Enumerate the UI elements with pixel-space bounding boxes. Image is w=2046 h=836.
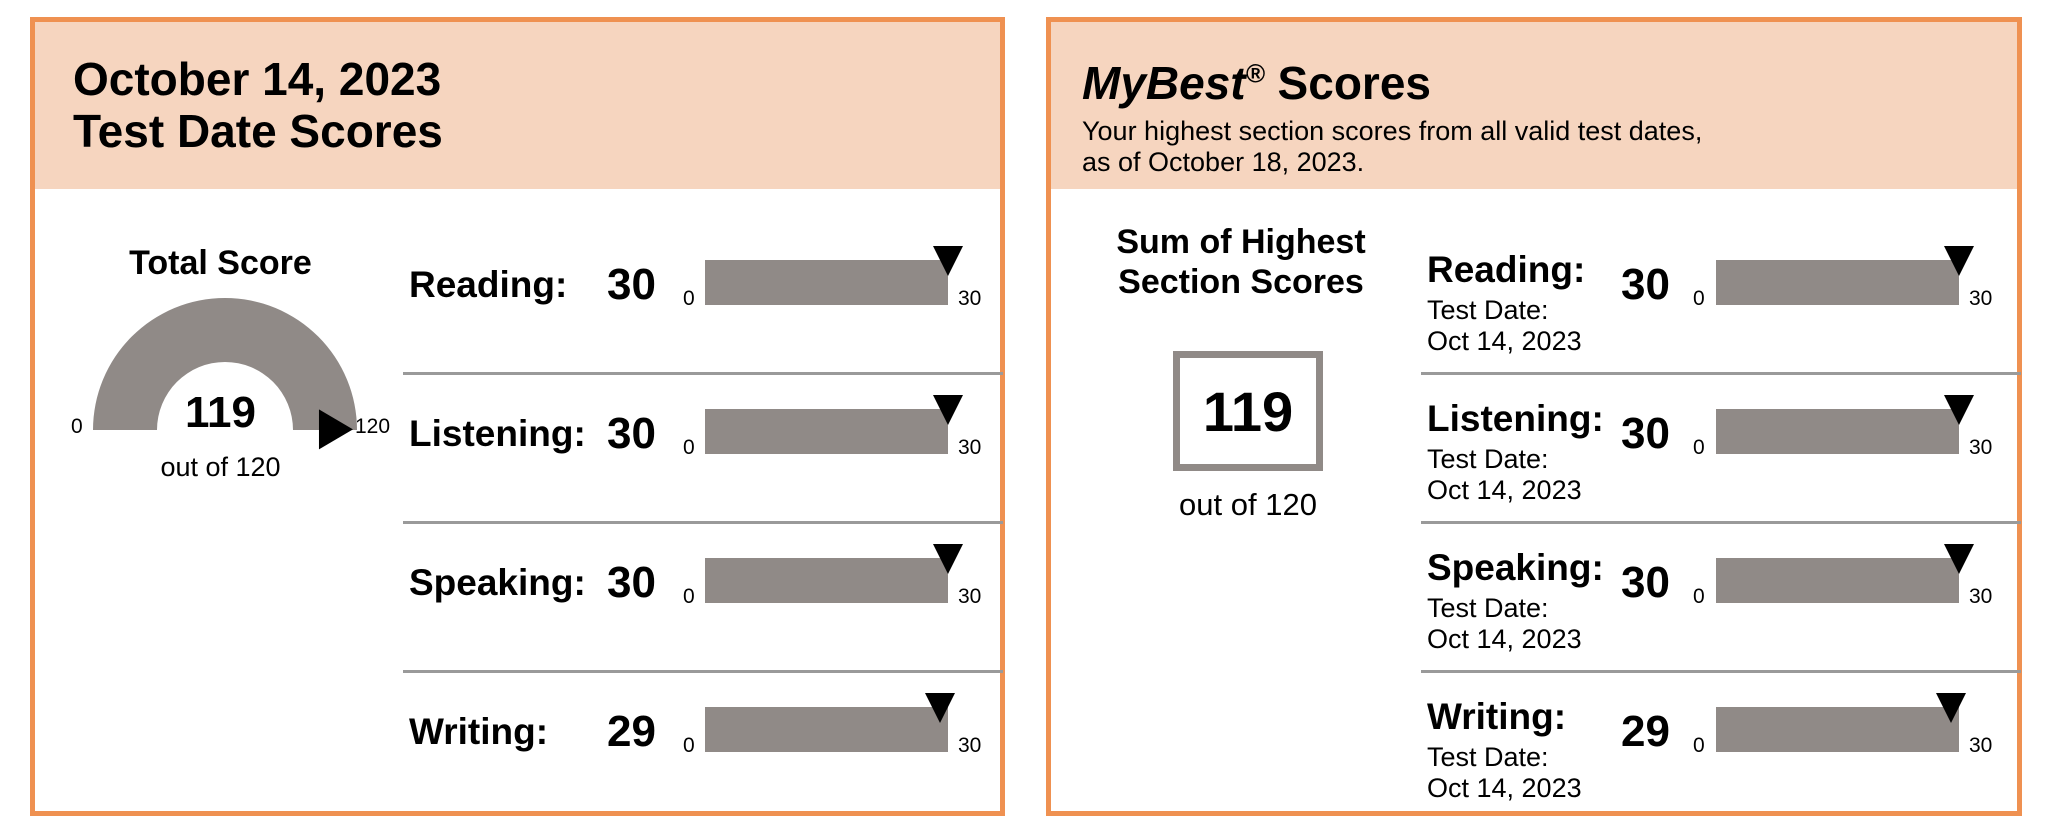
section-label: Writing: bbox=[409, 711, 549, 752]
bar-min-label: 0 bbox=[683, 734, 695, 757]
score-marker bbox=[1935, 693, 1966, 723]
bar-max-label: 30 bbox=[958, 734, 982, 757]
section-score: 30 bbox=[607, 558, 656, 607]
mybest-scores-panel: MyBest® Scores Your highest section scor… bbox=[1046, 17, 2022, 816]
total-score-gauge bbox=[93, 298, 357, 450]
bar-min-label: 0 bbox=[683, 585, 695, 608]
score-marker bbox=[1944, 544, 1974, 574]
gauge-max-label: 120 bbox=[355, 415, 391, 438]
score-bar bbox=[1716, 260, 1959, 305]
bar-max-label: 30 bbox=[958, 436, 982, 459]
bar-max-label: 30 bbox=[1969, 287, 1993, 310]
section-score: 30 bbox=[607, 260, 656, 309]
section-label: Speaking: bbox=[1427, 547, 1604, 588]
score-bar bbox=[1716, 707, 1959, 752]
mybest-brand: MyBest bbox=[1082, 57, 1246, 109]
test-date-value: Oct 14, 2023 bbox=[1427, 475, 1582, 505]
bar-min-label: 0 bbox=[1693, 436, 1705, 459]
section-score: 29 bbox=[607, 707, 656, 756]
score-bar bbox=[705, 409, 948, 454]
test-date-label: Test Date: bbox=[1427, 444, 1549, 474]
bar-min-label: 0 bbox=[683, 436, 695, 459]
section-score: 30 bbox=[1621, 558, 1670, 607]
sum-score-box: 119 bbox=[1173, 351, 1323, 471]
score-bar bbox=[1716, 558, 1959, 603]
test-date-subtitle: Test Date Scores bbox=[73, 105, 443, 157]
gauge-arc bbox=[93, 298, 357, 430]
sum-title-line2: Section Scores bbox=[1118, 263, 1364, 301]
row-divider bbox=[403, 372, 1003, 375]
mybest-title: MyBest® Scores bbox=[1082, 56, 1431, 110]
section-label: Listening: bbox=[1427, 398, 1604, 439]
score-marker bbox=[933, 395, 963, 425]
test-date-value: Oct 14, 2023 bbox=[1427, 326, 1582, 356]
test-date-value: Oct 14, 2023 bbox=[1427, 773, 1582, 803]
score-marker bbox=[933, 544, 963, 574]
row-divider bbox=[403, 521, 1003, 524]
bar-max-label: 30 bbox=[1969, 585, 1993, 608]
bar-max-label: 30 bbox=[958, 585, 982, 608]
sum-out-of: out of 120 bbox=[1179, 487, 1317, 522]
bar-min-label: 0 bbox=[1693, 585, 1705, 608]
bar-max-label: 30 bbox=[1969, 436, 1993, 459]
row-divider bbox=[1421, 670, 2021, 673]
section-label: Speaking: bbox=[409, 562, 586, 603]
bar-min-label: 0 bbox=[1693, 287, 1705, 310]
row-divider bbox=[1421, 521, 2021, 524]
row-divider bbox=[403, 670, 1003, 673]
sum-title-line1: Sum of Highest bbox=[1116, 223, 1366, 261]
bar-min-label: 0 bbox=[683, 287, 695, 310]
score-bar bbox=[705, 260, 948, 305]
total-score-value: 119 bbox=[185, 388, 256, 437]
mybest-subtitle-line1: Your highest section scores from all val… bbox=[1082, 116, 1703, 146]
score-bar bbox=[705, 558, 948, 603]
gauge-min-label: 0 bbox=[71, 415, 83, 438]
score-marker bbox=[924, 693, 955, 723]
test-date-label: Test Date: bbox=[1427, 593, 1549, 623]
panel-header: MyBest® Scores Your highest section scor… bbox=[1051, 22, 2017, 189]
score-marker bbox=[1944, 246, 1974, 276]
bar-max-label: 30 bbox=[958, 287, 982, 310]
test-date-value: Oct 14, 2023 bbox=[1427, 624, 1582, 654]
total-score-out-of: out of 120 bbox=[160, 452, 281, 482]
score-bar bbox=[1716, 409, 1959, 454]
test-date-scores-panel: October 14, 2023 Test Date Scores Total … bbox=[30, 17, 1005, 816]
bar-min-label: 0 bbox=[1693, 734, 1705, 757]
registered-mark: ® bbox=[1245, 58, 1265, 89]
section-score: 29 bbox=[1621, 707, 1670, 756]
bar-max-label: 30 bbox=[1969, 734, 1993, 757]
section-label: Reading: bbox=[409, 264, 568, 305]
section-label: Reading: bbox=[1427, 249, 1586, 290]
test-date-title: October 14, 2023 bbox=[73, 53, 442, 105]
test-date-label: Test Date: bbox=[1427, 742, 1549, 772]
section-score: 30 bbox=[1621, 260, 1670, 309]
score-marker bbox=[933, 246, 963, 276]
test-date-label: Test Date: bbox=[1427, 295, 1549, 325]
section-label: Listening: bbox=[409, 413, 586, 454]
mybest-title-rest: Scores bbox=[1264, 57, 1431, 109]
panel-header: October 14, 2023 Test Date Scores bbox=[35, 22, 1000, 189]
section-label: Writing: bbox=[1427, 696, 1567, 737]
gauge-marker bbox=[318, 409, 353, 450]
section-score: 30 bbox=[607, 409, 656, 458]
row-divider bbox=[1421, 372, 2021, 375]
section-score: 30 bbox=[1621, 409, 1670, 458]
mybest-subtitle-line2: as of October 18, 2023. bbox=[1082, 147, 1365, 177]
sum-highest-title: Sum of Highest Section Scores bbox=[1071, 222, 1411, 302]
score-bar bbox=[705, 707, 948, 752]
total-score-title: Total Score bbox=[129, 244, 312, 282]
score-marker bbox=[1944, 395, 1974, 425]
